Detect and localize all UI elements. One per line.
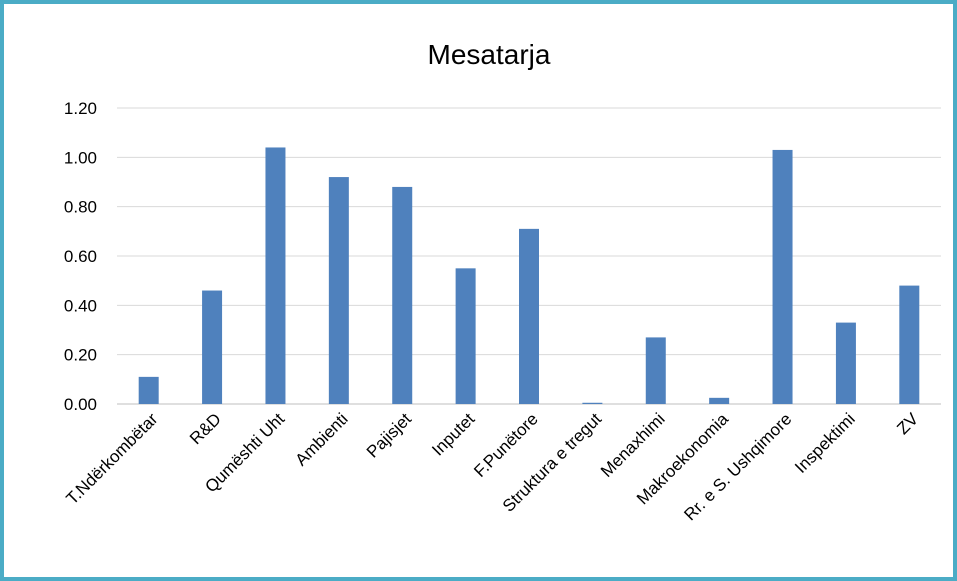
x-tick-label: Inspektimi [791,409,859,477]
x-tick-label: Inputet [428,409,478,459]
y-tick-label: 0.00 [64,395,97,414]
y-tick-label: 1.00 [64,148,97,167]
x-tick-label: T.Ndërkombëtar [63,409,162,508]
y-tick-label: 1.20 [64,99,97,118]
bar [582,402,603,404]
bar [772,149,793,404]
y-axis-tick-labels: 0.00 0.20 0.40 0.60 0.80 1.00 1.20 [64,99,97,414]
bar [265,147,286,404]
bar [455,268,476,404]
bar [519,228,539,404]
x-tick-label: Pajisjet [363,409,415,461]
bars [138,147,920,404]
y-tick-label: 0.60 [64,247,97,266]
bar [709,397,730,404]
bar [392,186,413,404]
bar [835,322,856,404]
y-tick-label: 0.40 [64,296,97,315]
y-tick-label: 0.80 [64,198,97,217]
x-tick-label: Rr. e S. Ushqimore [680,409,795,524]
x-tick-label: R&D [186,409,225,448]
gridlines [117,107,941,405]
bar [645,337,666,404]
x-tick-label: Ambienti [291,409,351,469]
y-tick-label: 0.20 [64,346,97,365]
bar [202,290,223,404]
bar [328,177,349,404]
bar [138,376,159,404]
chart-title: Mesatarja [428,39,551,70]
x-tick-label: ZV [893,409,922,438]
bar [899,285,920,404]
